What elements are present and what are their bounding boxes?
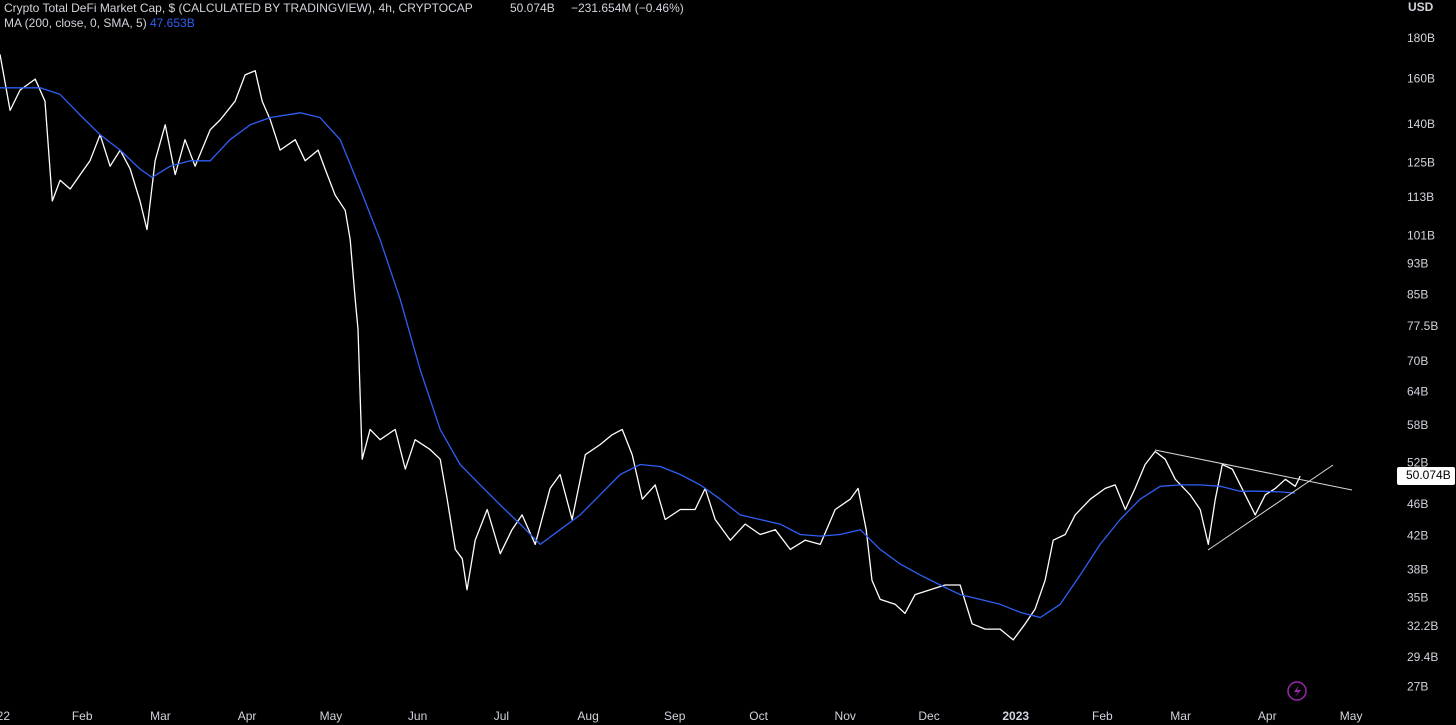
price-label: 50.074B <box>1406 468 1451 482</box>
x-tick-label: Mar <box>150 709 171 723</box>
y-tick-label: 160B <box>1407 71 1435 85</box>
y-tick-label: 64B <box>1407 384 1428 398</box>
x-tick-label: Oct <box>749 709 768 723</box>
y-tick-label: 93B <box>1407 257 1428 271</box>
y-tick-label: 125B <box>1407 156 1435 170</box>
y-tick-label: 38B <box>1407 563 1428 577</box>
x-tick-label: Mar <box>1170 709 1191 723</box>
price-change: −231.654M (−0.46%) <box>571 1 684 15</box>
y-tick-label: 113B <box>1407 190 1434 204</box>
price-label-box <box>1397 467 1455 486</box>
x-tick-label: Aug <box>577 709 598 723</box>
trendline-upper <box>1154 449 1353 491</box>
y-tick-label: 101B <box>1407 229 1435 243</box>
indicator-value: 47.653B <box>150 16 195 30</box>
last-price: 50.074B <box>510 1 555 15</box>
x-tick-label: Nov <box>835 709 856 723</box>
alert-icon[interactable] <box>1287 681 1307 701</box>
series-line <box>0 87 1296 619</box>
x-tick-label: Feb <box>72 709 93 723</box>
y-tick-label: 46B <box>1407 497 1428 511</box>
trendline-lower <box>1207 464 1334 551</box>
x-tick-label: Dec <box>918 709 939 723</box>
y-tick-label: 32.2B <box>1407 619 1438 633</box>
x-tick-label: Feb <box>1092 709 1113 723</box>
y-tick-label: 29.4B <box>1407 650 1438 664</box>
indicator-name: MA (200, close, 0, SMA, 5) <box>4 16 147 30</box>
chart-title: Crypto Total DeFi Market Cap, $ (CALCULA… <box>4 1 473 15</box>
x-tick-label: Jun <box>408 709 427 723</box>
y-tick-label: 52B <box>1407 455 1428 469</box>
y-tick-label: 85B <box>1407 287 1428 301</box>
x-tick-label: May <box>1340 709 1363 723</box>
x-tick-label: Apr <box>1258 709 1277 723</box>
x-tick-label: 2023 <box>1002 709 1029 723</box>
x-tick-label: Jul <box>494 709 509 723</box>
y-tick-label: 140B <box>1407 117 1435 131</box>
y-tick-label: 42B <box>1407 528 1428 542</box>
x-tick-label: Apr <box>238 709 257 723</box>
plot-area <box>0 54 1301 641</box>
y-tick-label: 35B <box>1407 591 1428 605</box>
y-tick-label: 77.5B <box>1407 319 1438 333</box>
y-tick-label: 180B <box>1407 31 1435 45</box>
y-tick-label: 58B <box>1407 418 1428 432</box>
y-axis-label: USD <box>1408 0 1434 14</box>
x-tick-label: May <box>320 709 343 723</box>
x-tick-label: 22 <box>0 709 10 723</box>
x-tick-label: Sep <box>664 709 686 723</box>
y-tick-label: 27B <box>1407 679 1428 693</box>
series-line <box>0 54 1301 641</box>
y-tick-label: 70B <box>1407 354 1428 368</box>
